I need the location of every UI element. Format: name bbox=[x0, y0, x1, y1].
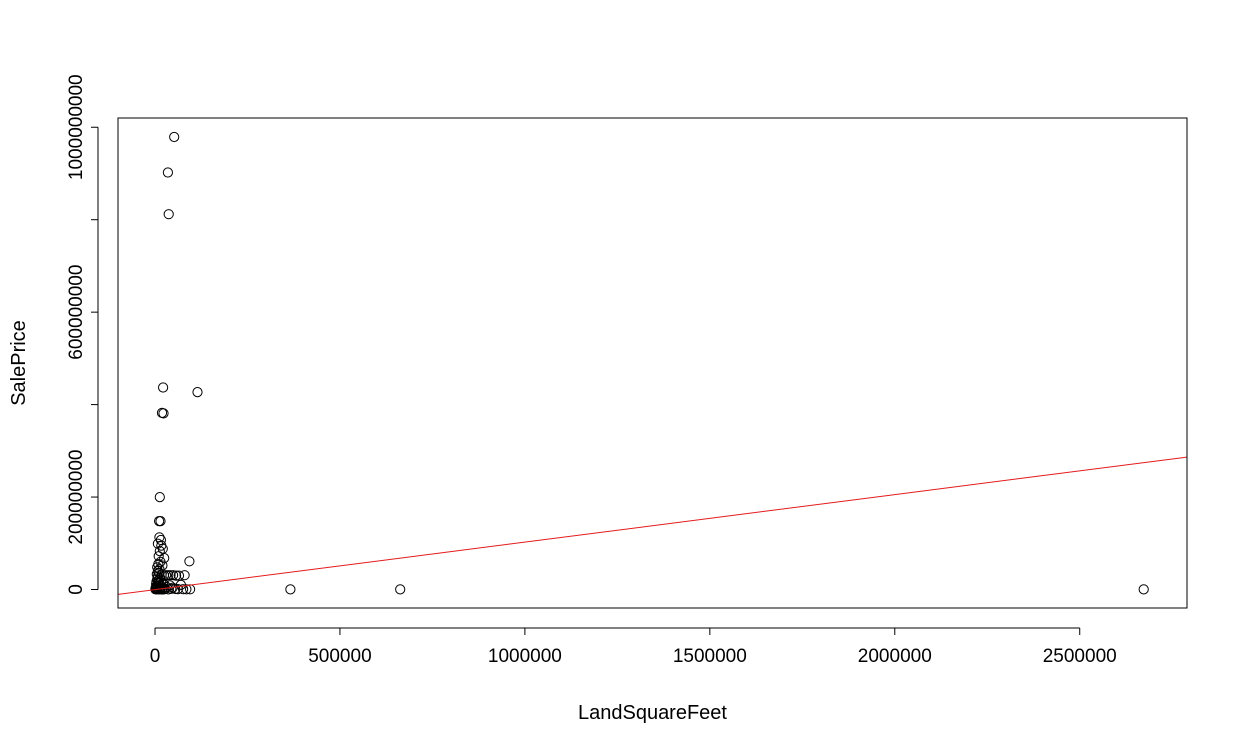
x-tick-label: 1500000 bbox=[673, 646, 747, 667]
data-point bbox=[162, 167, 173, 178]
data-point bbox=[168, 570, 179, 581]
data-point bbox=[169, 131, 180, 143]
x-tick-label: 500000 bbox=[308, 646, 371, 667]
data-point bbox=[184, 556, 195, 567]
data-point bbox=[152, 562, 163, 573]
y-axis-title: SalePrice bbox=[8, 320, 30, 406]
x-tick-label: 1000000 bbox=[488, 646, 562, 667]
data-point bbox=[395, 584, 406, 595]
regression-line bbox=[117, 456, 1188, 595]
y-tick-label: 200000000 bbox=[66, 450, 87, 545]
x-axis: 0 500000 1000000 1500000 2000000 2500000 bbox=[150, 627, 1117, 667]
y-axis: 0 200000000 600000000 1000000000 bbox=[66, 74, 99, 595]
data-point bbox=[1138, 584, 1149, 595]
plot-frame bbox=[117, 117, 1188, 609]
data-points bbox=[150, 131, 1149, 595]
data-point bbox=[154, 492, 165, 503]
data-point bbox=[171, 570, 182, 581]
data-point bbox=[192, 387, 203, 398]
data-point bbox=[154, 532, 165, 543]
data-point bbox=[158, 382, 169, 393]
data-point bbox=[155, 516, 166, 527]
y-tick-label: 600000000 bbox=[66, 265, 87, 360]
data-point bbox=[163, 209, 174, 220]
data-point bbox=[170, 583, 181, 595]
data-point bbox=[181, 584, 192, 595]
y-tick-label: 1000000000 bbox=[66, 74, 87, 180]
data-point bbox=[159, 553, 170, 564]
x-axis-title: LandSquareFeet bbox=[578, 702, 727, 724]
data-point bbox=[179, 570, 190, 581]
data-point bbox=[153, 551, 164, 562]
data-point bbox=[165, 570, 176, 581]
data-point bbox=[178, 584, 189, 595]
x-tick-label: 0 bbox=[150, 646, 161, 667]
data-point bbox=[151, 584, 162, 595]
data-point bbox=[158, 408, 169, 419]
y-tick-label: 0 bbox=[66, 584, 87, 595]
x-tick-label: 2000000 bbox=[858, 646, 932, 667]
x-tick-label: 2500000 bbox=[1043, 646, 1117, 667]
data-point bbox=[285, 584, 296, 595]
